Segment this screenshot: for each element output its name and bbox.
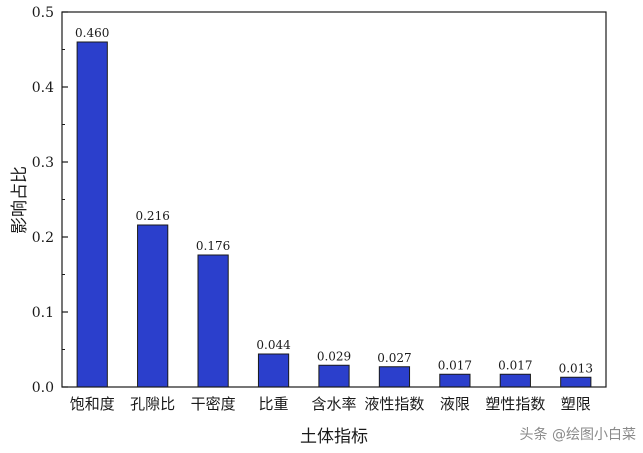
- y-tick-label-5: 0.4: [32, 80, 54, 96]
- bar-4: [257, 353, 290, 388]
- data-labels: 0.460 0.216 0.176 0.044 0.029 0.027 0.017 0.017…: [75, 26, 593, 375]
- y-tick-label-1: 0.0: [32, 380, 54, 396]
- y-tick-label-6: 0.5: [32, 5, 54, 21]
- bar-9: [560, 376, 592, 388]
- category-label-4: 比重: [259, 395, 289, 413]
- x-axis-title: 土体指标: [300, 427, 368, 447]
- y-axis-title: 影响占比: [10, 166, 30, 234]
- data-label-1: 0.460: [75, 26, 109, 40]
- data-label-8: 0.017: [498, 358, 532, 372]
- category-label-8: 塑性指数: [485, 395, 545, 413]
- bars: [76, 41, 592, 388]
- bar-2: [137, 224, 169, 388]
- data-label-2: 0.216: [135, 209, 169, 223]
- axes: [61, 11, 607, 388]
- data-label-9: 0.013: [559, 361, 593, 375]
- bar-6: [378, 366, 411, 388]
- category-label-1: 饱和度: [70, 395, 115, 413]
- y-tick-labels: 0.0 0.1 0.2 0.3 0.4 0.5: [32, 5, 54, 396]
- bar-1: [76, 41, 108, 388]
- category-label-3: 干密度: [191, 395, 236, 413]
- category-label-9: 塑限: [561, 395, 591, 413]
- y-tick-label-4: 0.3: [32, 155, 54, 171]
- y-tick-label-3: 0.2: [32, 230, 54, 246]
- bar-3: [197, 254, 229, 388]
- y-tick-label-2: 0.1: [32, 305, 54, 321]
- category-label-7: 液限: [440, 395, 470, 413]
- data-label-7: 0.017: [438, 358, 472, 372]
- category-label-6: 液性指数: [364, 395, 424, 413]
- category-labels: 饱和度 孔隙比 干密度 比重 含水率 液性指数 液限 塑性指数 塑限: [70, 395, 591, 413]
- watermark-text: 头条 @绘图小白菜: [520, 426, 636, 443]
- data-label-6: 0.027: [377, 351, 411, 365]
- data-label-5: 0.029: [317, 349, 351, 363]
- category-label-5: 含水率: [311, 395, 356, 413]
- category-label-2: 孔隙比: [130, 395, 175, 413]
- bar-5: [318, 364, 350, 388]
- bar-8: [499, 373, 531, 388]
- data-label-4: 0.044: [256, 338, 291, 352]
- bar-7: [439, 373, 471, 388]
- data-label-3: 0.176: [196, 239, 230, 253]
